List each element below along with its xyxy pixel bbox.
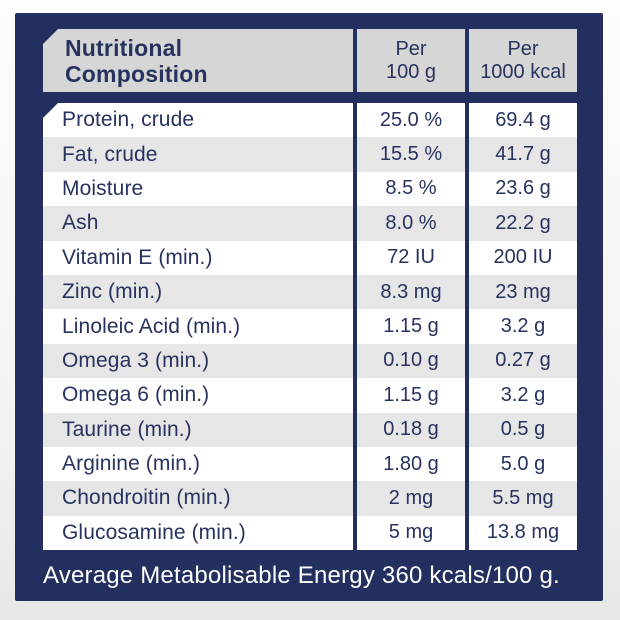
row-value-per-100g: 0.10 g xyxy=(357,343,465,379)
row-value-per-1000kcal: 0.27 g xyxy=(469,343,577,379)
table-row: Arginine (min.) 1.80 g 5.0 g xyxy=(43,446,577,482)
table-row: Glucosamine (min.) 5 mg 13.8 mg xyxy=(43,515,577,550)
row-label: Moisture xyxy=(43,171,353,207)
row-value-per-1000kcal: 200 IU xyxy=(469,240,577,275)
column-divider xyxy=(465,378,469,413)
row-value-per-1000kcal: 5.5 mg xyxy=(469,481,577,516)
row-label: Taurine (min.) xyxy=(43,412,353,447)
row-value-per-1000kcal: 69.4 g xyxy=(469,103,577,138)
nutrition-panel: Nutritional Composition Per 100 g Per 10… xyxy=(15,13,603,601)
row-label: Glucosamine (min.) xyxy=(43,515,353,550)
energy-footnote: Average Metabolisable Energy 360 kcals/1… xyxy=(43,561,560,589)
row-value-per-100g: 1.15 g xyxy=(357,309,465,344)
column-divider xyxy=(465,412,469,447)
column-divider xyxy=(353,515,357,550)
column-divider xyxy=(353,343,357,379)
row-label: Protein, crude xyxy=(43,103,353,138)
column-divider xyxy=(465,343,469,379)
row-label: Linoleic Acid (min.) xyxy=(43,309,353,344)
row-value-per-100g: 1.80 g xyxy=(357,446,465,482)
row-value-per-100g: 72 IU xyxy=(357,240,465,275)
column-divider xyxy=(353,446,357,482)
row-value-per-100g: 25.0 % xyxy=(357,103,465,138)
col-header-per-100g-line1: Per xyxy=(395,37,427,60)
row-value-per-100g: 2 mg xyxy=(357,481,465,516)
column-divider xyxy=(465,515,469,550)
row-value-per-1000kcal: 0.5 g xyxy=(469,412,577,447)
table-row: Chondroitin (min.) 2 mg 5.5 mg xyxy=(43,481,577,516)
col-header-per-100g-line2: 100 g xyxy=(385,60,437,83)
column-divider xyxy=(465,274,469,310)
table-row: Vitamin E (min.) 72 IU 200 IU xyxy=(43,240,577,275)
row-value-per-100g: 8.0 % xyxy=(357,206,465,241)
table-row: Zinc (min.) 8.3 mg 23 mg xyxy=(43,274,577,310)
row-value-per-100g: 5 mg xyxy=(357,515,465,550)
row-label: Arginine (min.) xyxy=(43,446,353,482)
table-title-line1: Nutritional xyxy=(65,34,183,61)
table-row: Linoleic Acid (min.) 1.15 g 3.2 g xyxy=(43,309,577,344)
column-divider xyxy=(465,137,469,172)
row-value-per-100g: 8.3 mg xyxy=(357,274,465,310)
row-label: Omega 6 (min.) xyxy=(43,378,353,413)
row-value-per-1000kcal: 23 mg xyxy=(469,274,577,310)
table-body: Protein, crude 25.0 % 69.4 g Fat, crude … xyxy=(43,103,577,550)
table-title: Nutritional Composition xyxy=(43,29,353,92)
column-divider xyxy=(353,274,357,310)
column-divider xyxy=(353,171,357,207)
column-divider xyxy=(353,103,357,138)
column-divider xyxy=(353,206,357,241)
row-value-per-1000kcal: 3.2 g xyxy=(469,378,577,413)
table-row: Omega 6 (min.) 1.15 g 3.2 g xyxy=(43,378,577,413)
table-header: Nutritional Composition Per 100 g Per 10… xyxy=(43,29,577,92)
column-divider xyxy=(353,137,357,172)
table-row: Protein, crude 25.0 % 69.4 g xyxy=(43,103,577,138)
row-value-per-100g: 15.5 % xyxy=(357,137,465,172)
column-divider xyxy=(465,240,469,275)
column-divider xyxy=(465,206,469,241)
column-divider xyxy=(353,481,357,516)
table-row: Moisture 8.5 % 23.6 g xyxy=(43,171,577,207)
row-value-per-100g: 0.18 g xyxy=(357,412,465,447)
col-header-per-1000kcal-line2: 1000 kcal xyxy=(480,60,566,83)
column-divider xyxy=(353,29,357,92)
column-divider xyxy=(465,29,469,92)
column-divider xyxy=(465,446,469,482)
column-divider xyxy=(353,240,357,275)
table-title-line2: Composition xyxy=(65,60,208,87)
row-value-per-100g: 8.5 % xyxy=(357,171,465,207)
table-row: Ash 8.0 % 22.2 g xyxy=(43,206,577,241)
row-value-per-100g: 1.15 g xyxy=(357,378,465,413)
row-value-per-1000kcal: 13.8 mg xyxy=(469,515,577,550)
column-divider xyxy=(353,412,357,447)
row-value-per-1000kcal: 41.7 g xyxy=(469,137,577,172)
column-divider xyxy=(465,481,469,516)
col-header-per-100g: Per 100 g xyxy=(357,29,465,92)
column-divider xyxy=(465,309,469,344)
col-header-per-1000kcal-line1: Per xyxy=(507,37,539,60)
column-divider xyxy=(353,378,357,413)
row-label: Chondroitin (min.) xyxy=(43,481,353,516)
col-header-per-1000kcal: Per 1000 kcal xyxy=(469,29,577,92)
row-label: Fat, crude xyxy=(43,137,353,172)
column-divider xyxy=(465,171,469,207)
row-label: Vitamin E (min.) xyxy=(43,240,353,275)
row-value-per-1000kcal: 3.2 g xyxy=(469,309,577,344)
column-divider xyxy=(353,309,357,344)
column-divider xyxy=(465,103,469,138)
row-value-per-1000kcal: 5.0 g xyxy=(469,446,577,482)
table-row: Omega 3 (min.) 0.10 g 0.27 g xyxy=(43,343,577,379)
row-label: Zinc (min.) xyxy=(43,274,353,310)
row-label: Ash xyxy=(43,206,353,241)
row-value-per-1000kcal: 23.6 g xyxy=(469,171,577,207)
table-row: Taurine (min.) 0.18 g 0.5 g xyxy=(43,412,577,447)
table-row: Fat, crude 15.5 % 41.7 g xyxy=(43,137,577,172)
row-value-per-1000kcal: 22.2 g xyxy=(469,206,577,241)
row-label: Omega 3 (min.) xyxy=(43,343,353,379)
